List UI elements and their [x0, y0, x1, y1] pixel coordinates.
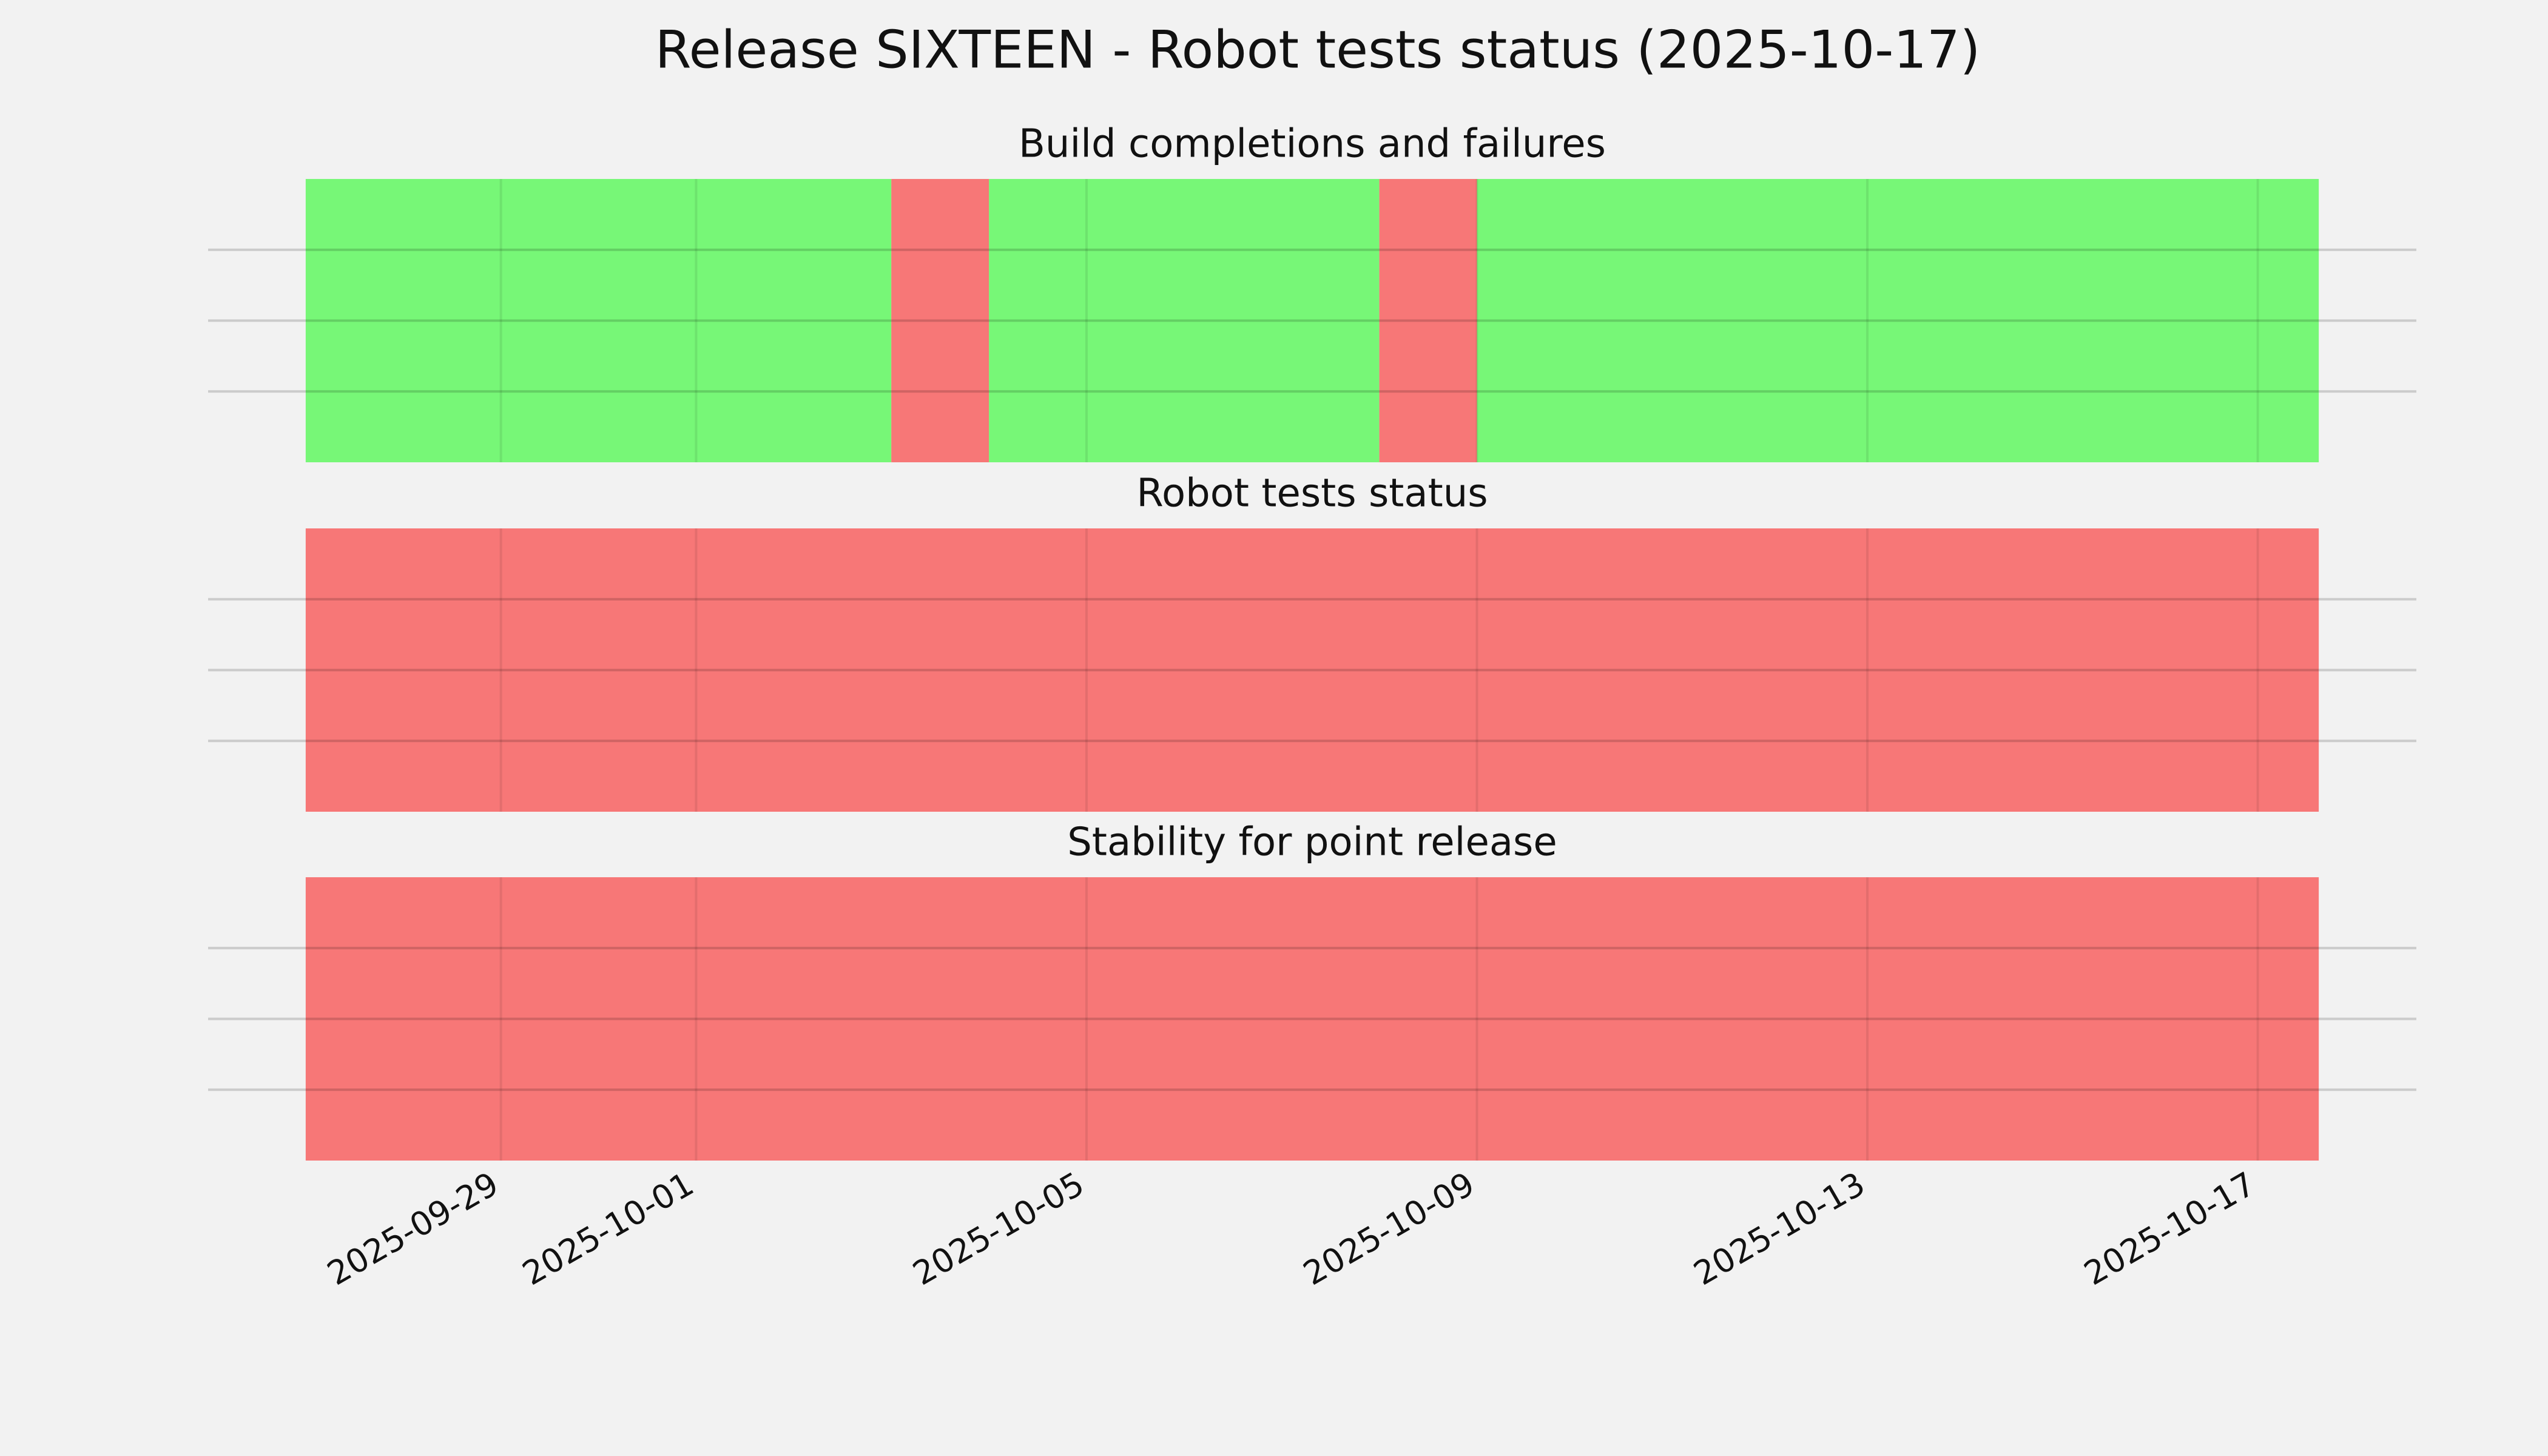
status-span [891, 179, 989, 462]
status-span [1379, 179, 1477, 462]
status-span [1477, 179, 2319, 462]
status-span [305, 528, 2319, 812]
status-span [989, 179, 1380, 462]
subplot-title: Stability for point release [1067, 820, 1557, 865]
status-span [305, 877, 2319, 1161]
subplot-title: Robot tests status [1136, 471, 1488, 516]
subplot-title: Build completions and failures [1019, 122, 1606, 167]
status-span [305, 179, 892, 462]
figure-title: Release SIXTEEN - Robot tests status (20… [655, 19, 1981, 80]
